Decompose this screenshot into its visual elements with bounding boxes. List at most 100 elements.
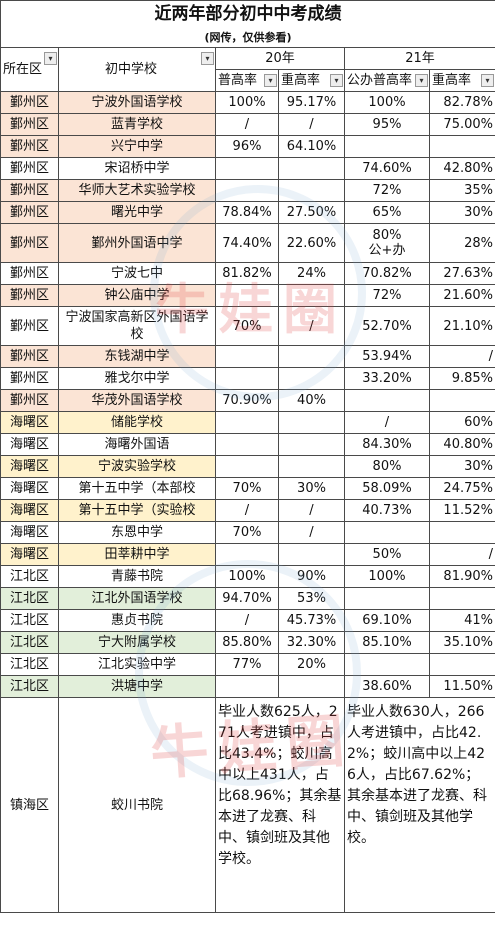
zhonggao-2020-cell <box>278 411 345 434</box>
school-cell: 宁波国家高新区外国语学校 <box>58 306 216 346</box>
pugao-2021-cell: 58.09% <box>344 477 430 500</box>
pugao-2021-cell <box>344 521 430 544</box>
school-cell: 鄞州外国语中学 <box>58 223 216 263</box>
school-cell: 宁波外国语学校 <box>58 91 216 114</box>
pugao-2020-cell <box>215 675 279 698</box>
zhonggao-2021-cell <box>429 521 495 544</box>
pugao-2020-cell: 85.80% <box>215 631 279 654</box>
zhonggao-2021-cell: 11.52% <box>429 499 495 522</box>
pugao-2021-header[interactable]: 公办普高率 ▾ <box>344 69 430 92</box>
pugao-2020-cell <box>215 455 279 478</box>
table-row-last: 镇海区 蛟川书院 毕业人数625人，271人考进镇中，占比43.4%；蛟川高中以… <box>0 697 495 913</box>
school-cell: 洪塘中学 <box>58 675 216 698</box>
zhonggao-2020-cell <box>278 455 345 478</box>
zhonggao-2021-label: 重高率 <box>432 73 472 88</box>
district-cell: 鄞州区 <box>0 91 59 114</box>
table-row: 江北区 江北外国语学校 94.70% 53% <box>0 587 495 610</box>
district-cell: 江北区 <box>0 631 59 654</box>
filter-dropdown-icon[interactable]: ▾ <box>44 52 57 65</box>
zhonggao-2021-cell: 81.90% <box>429 565 495 588</box>
pugao-2021-cell: 50% <box>344 543 430 566</box>
zhonggao-2020-cell <box>278 433 345 456</box>
zhonggao-2020-cell: 24% <box>278 262 345 285</box>
filter-dropdown-icon[interactable]: ▾ <box>264 74 277 87</box>
table-row: 鄞州区 鄞州外国语中学 74.40% 22.60% 80% 公+办 28% <box>0 223 495 263</box>
table-row: 海曙区 宁波实验学校 80% 30% <box>0 455 495 478</box>
table-row: 鄞州区 东钱湖中学 53.94% / <box>0 345 495 368</box>
school-cell: 钟公庙中学 <box>58 284 216 307</box>
zhonggao-2020-cell: / <box>278 499 345 522</box>
zhonggao-2020-cell: 90% <box>278 565 345 588</box>
pugao-2020-cell: 70% <box>215 477 279 500</box>
school-cell: 宁大附属学校 <box>58 631 216 654</box>
district-header[interactable]: 所在区 ▾ <box>0 47 59 92</box>
school-header-label: 初中学校 <box>104 62 157 77</box>
school-cell: 田莘耕中学 <box>58 543 216 566</box>
pugao-2020-cell: 78.84% <box>215 201 279 224</box>
zhonggao-2020-header[interactable]: 重高率 ▾ <box>278 69 345 92</box>
school-cell: 华茂外国语学校 <box>58 389 216 412</box>
school-cell: 东钱湖中学 <box>58 345 216 368</box>
zhonggao-2021-cell: 41% <box>429 609 495 632</box>
filter-dropdown-icon[interactable]: ▾ <box>415 74 428 87</box>
pugao-2020-cell: 100% <box>215 91 279 114</box>
district-cell: 鄞州区 <box>0 389 59 412</box>
school-cell: 东恩中学 <box>58 521 216 544</box>
district-cell: 鄞州区 <box>0 262 59 285</box>
pugao-2020-label: 普高率 <box>218 73 258 88</box>
school-cell: 海曙外国语 <box>58 433 216 456</box>
district-cell: 海曙区 <box>0 411 59 434</box>
district-cell: 鄞州区 <box>0 223 59 263</box>
school-cell: 雅戈尔中学 <box>58 367 216 390</box>
zhonggao-2021-cell: 60% <box>429 411 495 434</box>
table-row: 鄞州区 华师大艺术实验学校 72% 35% <box>0 179 495 202</box>
pugao-2021-cell: 80% <box>344 455 430 478</box>
table-row: 海曙区 海曙外国语 84.30% 40.80% <box>0 433 495 456</box>
school-cell: 蓝青学校 <box>58 113 216 136</box>
zhonggao-2020-cell: 22.60% <box>278 223 345 263</box>
pugao-2021-cell: 84.30% <box>344 433 430 456</box>
pugao-2020-cell: 77% <box>215 653 279 676</box>
pugao-2021-cell: 65% <box>344 201 430 224</box>
zhonggao-2021-cell: 30% <box>429 201 495 224</box>
pugao-2020-cell: / <box>215 113 279 136</box>
zhonggao-2021-cell: 21.10% <box>429 306 495 346</box>
school-cell: 蛟川书院 <box>58 697 216 913</box>
table-row: 鄞州区 宋诏桥中学 74.60% 42.80% <box>0 157 495 180</box>
zhonggao-2021-cell <box>429 653 495 676</box>
pugao-2021-cell: 40.73% <box>344 499 430 522</box>
pugao-2020-cell: 74.40% <box>215 223 279 263</box>
pugao-2020-header[interactable]: 普高率 ▾ <box>215 69 279 92</box>
school-cell: 宋诏桥中学 <box>58 157 216 180</box>
school-header[interactable]: 初中学校 ▾ <box>58 47 216 92</box>
zhonggao-2021-cell: / <box>429 543 495 566</box>
pugao-2021-cell: 80% 公+办 <box>344 223 430 263</box>
zhonggao-2020-cell <box>278 157 345 180</box>
school-cell: 兴宁中学 <box>58 135 216 158</box>
school-cell: 宁波实验学校 <box>58 455 216 478</box>
filter-dropdown-icon[interactable]: ▾ <box>481 74 494 87</box>
score-table: 近两年部分初中中考成绩 (网传，仅供参看) 所在区 ▾ 初中学校 ▾ 20年 21年… <box>0 0 495 913</box>
zhonggao-2020-cell <box>278 284 345 307</box>
district-cell: 鄞州区 <box>0 284 59 307</box>
pugao-2021-cell: 70.82% <box>344 262 430 285</box>
zhonggao-2021-cell: 24.75% <box>429 477 495 500</box>
pugao-2021-cell: 100% <box>344 565 430 588</box>
zhonggao-2021-header[interactable]: 重高率 ▾ <box>429 69 495 92</box>
filter-dropdown-icon[interactable]: ▾ <box>330 74 343 87</box>
school-cell: 华师大艺术实验学校 <box>58 179 216 202</box>
pugao-2021-cell: 74.60% <box>344 157 430 180</box>
pugao-2021-cell <box>344 587 430 610</box>
table-row: 鄞州区 钟公庙中学 72% 21.60% <box>0 284 495 307</box>
district-cell: 海曙区 <box>0 521 59 544</box>
district-cell: 海曙区 <box>0 499 59 522</box>
zhonggao-2021-cell: 35.10% <box>429 631 495 654</box>
pugao-2020-cell <box>215 411 279 434</box>
zhonggao-2020-label: 重高率 <box>281 73 321 88</box>
filter-dropdown-icon[interactable]: ▾ <box>201 52 214 65</box>
zhonggao-2021-cell: 35% <box>429 179 495 202</box>
zhonggao-2020-cell <box>278 367 345 390</box>
zhonggao-2020-cell: 27.50% <box>278 201 345 224</box>
table-row: 海曙区 储能学校 /60% <box>0 411 495 434</box>
